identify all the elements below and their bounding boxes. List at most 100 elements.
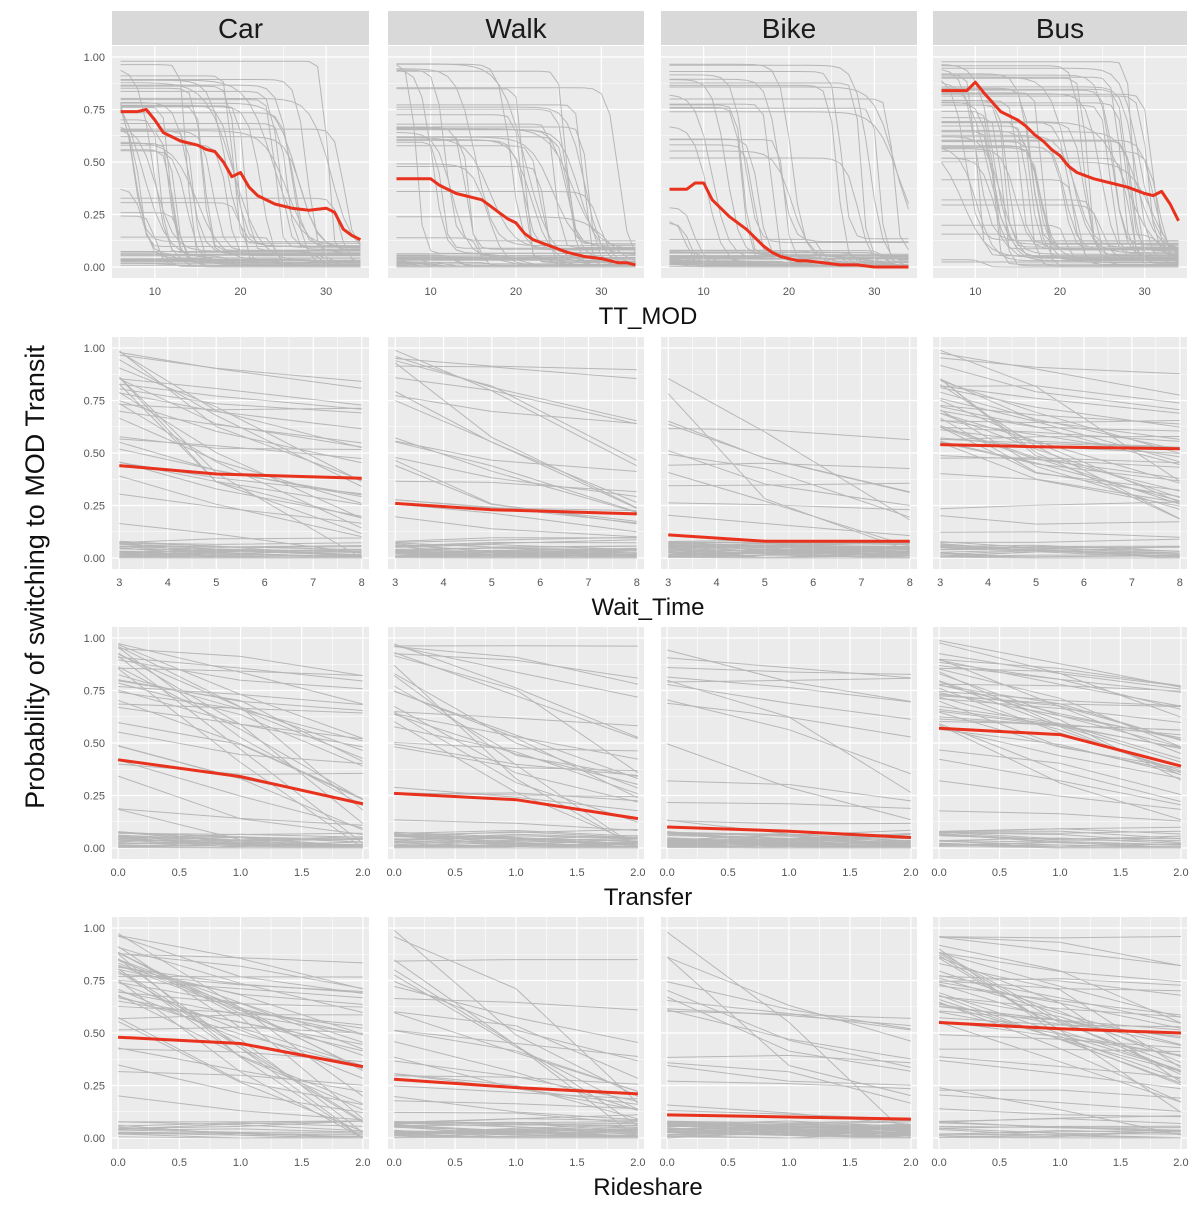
x-axis-title: Rideshare	[593, 1174, 702, 1201]
x-tick-label: 6	[262, 577, 268, 589]
x-tick-label: 3	[392, 577, 398, 589]
facet-panel	[661, 627, 917, 859]
facet-panel	[388, 627, 644, 859]
x-tick-label: 2.0	[903, 1157, 918, 1169]
y-tick-label: 0.50	[84, 448, 105, 460]
y-tick-label: 0.50	[84, 738, 105, 750]
x-tick-label: 20	[1054, 286, 1066, 298]
y-tick-label: 0.25	[84, 501, 105, 513]
x-tick-label: 5	[762, 577, 768, 589]
x-tick-label: 20	[783, 286, 795, 298]
x-tick-label: 1.5	[1113, 1157, 1128, 1169]
facet-panel	[933, 917, 1187, 1149]
x-tick-label: 30	[595, 286, 607, 298]
y-tick-label: 1.00	[84, 343, 105, 355]
x-tick-label: 2.0	[355, 1157, 370, 1169]
x-tick-label: 1.0	[1052, 867, 1067, 879]
x-tick-label: 6	[537, 577, 543, 589]
y-tick-label: 1.00	[84, 633, 105, 645]
facet-panel	[388, 337, 644, 569]
pdp-line-bike	[668, 533, 910, 543]
pdp-line-car	[117, 758, 364, 806]
y-tick-label: 0.00	[84, 262, 105, 274]
x-tick-label: 1.0	[508, 1157, 523, 1169]
x-tick-label: 0.0	[659, 867, 674, 879]
ice-curves	[667, 378, 911, 559]
x-tick-label: 30	[320, 286, 332, 298]
ice-curves	[120, 60, 361, 268]
y-tick-label: 1.00	[84, 52, 105, 64]
facet-panel	[933, 46, 1187, 278]
pdp-line-bike	[667, 1113, 911, 1121]
x-tick-label: 1.0	[233, 867, 248, 879]
facet-label: Walk	[485, 13, 547, 44]
pdp-line-bus	[938, 1021, 1182, 1035]
x-tick-label: 3	[116, 577, 122, 589]
x-tick-label: 1.0	[781, 1157, 796, 1169]
x-axis-title: Wait_Time	[592, 594, 705, 621]
x-tick-label: 2.0	[903, 867, 918, 879]
facet-strip	[112, 11, 369, 45]
ice-curves	[118, 350, 362, 559]
ice-curves	[938, 640, 1182, 849]
pdp-line-car	[120, 108, 362, 242]
x-tick-label: 0.0	[386, 867, 401, 879]
x-tick-label: 7	[585, 577, 591, 589]
ice-curves	[666, 931, 912, 1139]
facet-panel	[388, 917, 644, 1149]
x-tick-label: 8	[359, 577, 365, 589]
ice-curves	[941, 61, 1179, 268]
facet-panel	[933, 627, 1187, 859]
x-tick-label: 4	[985, 577, 991, 589]
x-tick-label: 0.0	[110, 867, 125, 879]
facet-strip	[661, 11, 917, 45]
x-tick-label: 1.5	[294, 1157, 309, 1169]
x-tick-label: 0.5	[720, 867, 735, 879]
x-tick-label: 3	[665, 577, 671, 589]
x-tick-label: 8	[634, 577, 640, 589]
ice-curves	[393, 929, 639, 1139]
ice-curves	[939, 349, 1181, 559]
x-tick-label: 10	[149, 286, 161, 298]
x-tick-label: 6	[810, 577, 816, 589]
x-tick-label: 0.0	[110, 1157, 125, 1169]
x-tick-label: 7	[1129, 577, 1135, 589]
x-tick-label: 0.0	[931, 867, 946, 879]
y-tick-label: 0.00	[84, 843, 105, 855]
pdp-line-bike	[669, 181, 909, 269]
x-tick-label: 4	[440, 577, 446, 589]
x-tick-label: 2.0	[1173, 867, 1188, 879]
facet-panel	[661, 337, 917, 569]
ice-curves	[938, 936, 1182, 1139]
y-tick-label: 0.25	[84, 210, 105, 222]
y-tick-label: 0.75	[84, 976, 105, 988]
pdp-line-bus	[941, 80, 1180, 222]
pdp-line-car	[119, 464, 362, 480]
x-tick-label: 0.5	[172, 1157, 187, 1169]
x-tick-label: 5	[213, 577, 219, 589]
x-tick-label: 10	[698, 286, 710, 298]
facet-panel	[112, 627, 369, 859]
y-tick-label: 0.50	[84, 1028, 105, 1040]
x-tick-label: 0.5	[720, 1157, 735, 1169]
x-tick-label: 1.0	[1052, 1157, 1067, 1169]
x-tick-label: 8	[907, 577, 913, 589]
x-tick-label: 0.5	[992, 1157, 1007, 1169]
x-tick-label: 8	[1177, 577, 1183, 589]
x-tick-label: 0.5	[447, 867, 462, 879]
pdp-line-walk	[393, 1077, 638, 1096]
y-tick-label: 0.25	[84, 791, 105, 803]
facet-panel	[112, 337, 369, 569]
facet-panel	[388, 46, 644, 278]
facet-panel	[661, 46, 917, 278]
x-tick-label: 0.5	[447, 1157, 462, 1169]
pdp-line-walk	[396, 177, 636, 267]
y-tick-label: 0.75	[84, 105, 105, 117]
facet-label: Bike	[762, 13, 816, 44]
x-tick-label: 0.0	[659, 1157, 674, 1169]
y-tick-label: 0.00	[84, 553, 105, 565]
y-tick-label: 0.75	[84, 396, 105, 408]
x-tick-label: 2.0	[355, 867, 370, 879]
facet-panel	[112, 46, 369, 278]
facet-panel	[933, 337, 1187, 569]
